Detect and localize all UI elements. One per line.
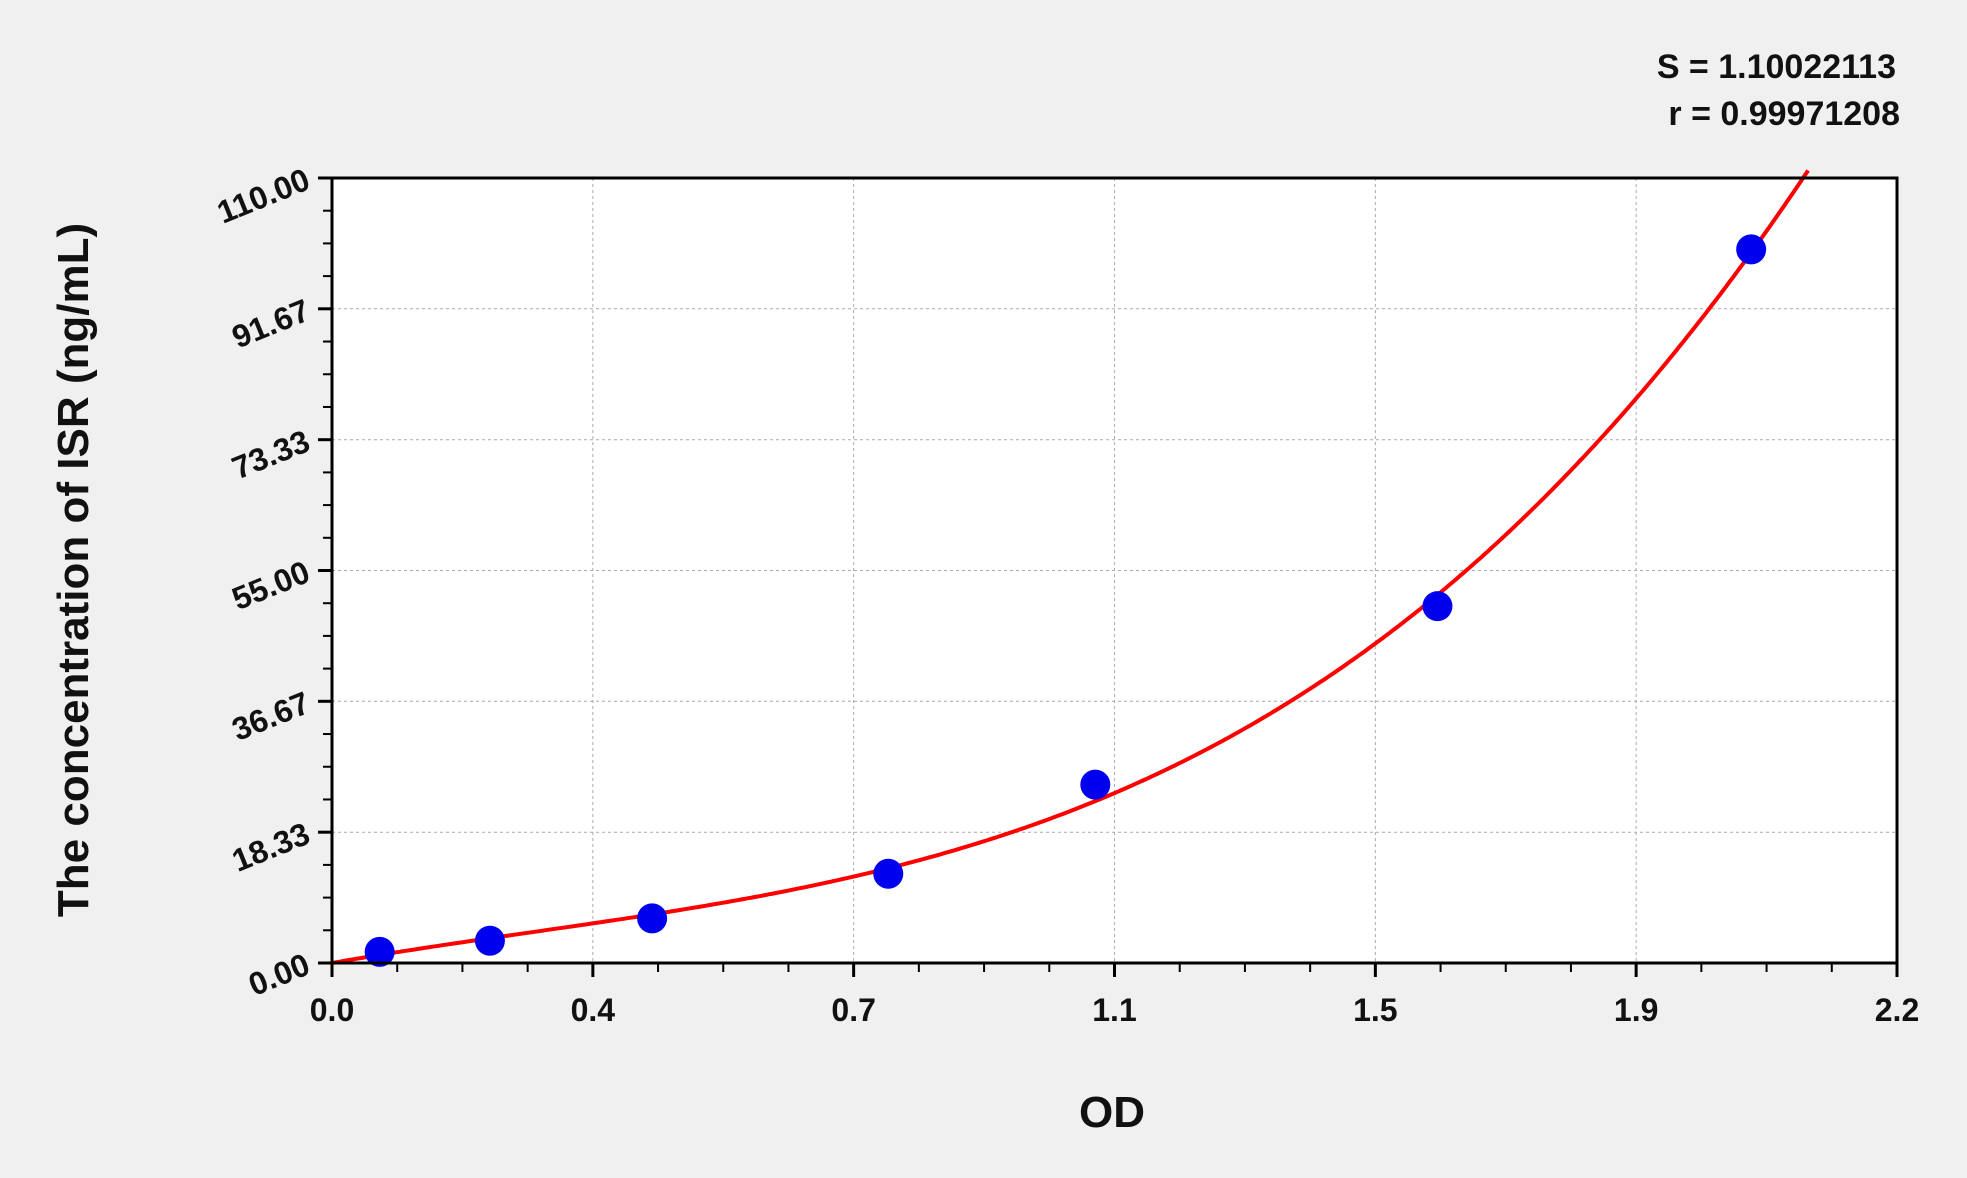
x-tick-label: 1.9 — [1614, 992, 1658, 1028]
x-tick-label: 2.2 — [1875, 992, 1919, 1028]
y-axis-label: The concentration of ISR (ng/mL) — [49, 223, 98, 917]
stat-s: S = 1.10022113 — [1657, 48, 1896, 86]
stat-r: r = 0.99971208 — [1668, 95, 1900, 133]
x-tick-label: 1.1 — [1092, 992, 1136, 1028]
y-tick-label: 18.33 — [227, 815, 315, 878]
x-axis-label: OD — [1079, 1088, 1145, 1137]
data-point — [873, 858, 904, 889]
fit-curve-group — [331, 169, 1810, 965]
data-point — [364, 936, 395, 967]
x-tick-label: 0.0 — [310, 992, 354, 1028]
data-point — [1080, 769, 1111, 800]
x-tick-label: 0.4 — [571, 992, 616, 1028]
y-tick-labels: 0.00 18.33 36.67 55.00 73.33 91.67 110.00 — [212, 161, 315, 1003]
data-point — [474, 925, 505, 956]
grid-lines — [332, 178, 1897, 963]
y-tick-label: 91.67 — [227, 292, 315, 355]
x-tick-labels: 0.0 0.4 0.7 1.1 1.5 1.9 2.2 — [310, 992, 1919, 1028]
y-tick-label: 0.00 — [243, 946, 314, 1003]
y-tick-label: 110.00 — [212, 161, 315, 230]
y-tick-label: 55.00 — [227, 554, 315, 617]
data-points — [364, 234, 1767, 967]
fit-curve — [331, 169, 1810, 965]
axis-ticks — [318, 176, 1899, 977]
y-tick-label: 36.67 — [227, 684, 315, 747]
x-tick-label: 1.5 — [1353, 992, 1397, 1028]
data-point — [1736, 234, 1767, 265]
x-tick-label: 0.7 — [831, 992, 875, 1028]
data-point — [637, 903, 668, 934]
y-tick-label: 73.33 — [227, 423, 315, 486]
data-point — [1422, 591, 1453, 622]
